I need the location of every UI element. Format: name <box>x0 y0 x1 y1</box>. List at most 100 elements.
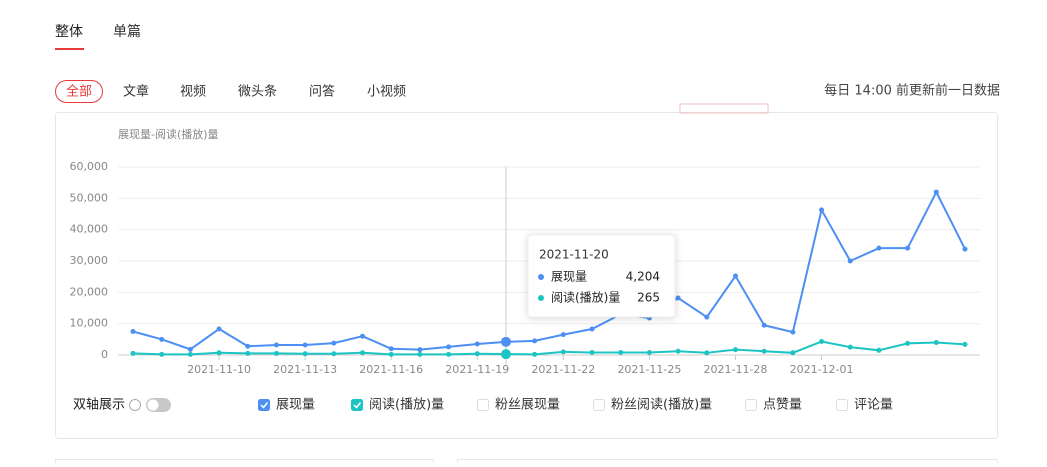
point[interactable] <box>847 344 853 350</box>
filter-active <box>55 80 103 103</box>
point[interactable] <box>905 340 911 346</box>
point[interactable] <box>560 332 566 338</box>
series-line <box>132 189 966 351</box>
point[interactable] <box>388 346 394 352</box>
point[interactable] <box>761 348 767 354</box>
point[interactable] <box>532 351 538 357</box>
point[interactable] <box>446 344 452 350</box>
point[interactable] <box>130 329 136 334</box>
point[interactable] <box>933 339 939 345</box>
point[interactable] <box>187 351 193 357</box>
point[interactable] <box>245 343 251 349</box>
card <box>55 459 434 467</box>
point[interactable] <box>159 336 165 342</box>
point[interactable] <box>732 273 738 279</box>
point[interactable] <box>876 347 882 353</box>
point[interactable] <box>675 295 681 301</box>
checkbox[interactable] <box>593 399 605 411</box>
y-tick-label: 50,000 <box>70 191 109 204</box>
point[interactable] <box>417 347 423 353</box>
point[interactable] <box>876 245 882 251</box>
point[interactable] <box>273 342 279 348</box>
point[interactable] <box>302 351 308 357</box>
point[interactable] <box>360 350 366 356</box>
point[interactable] <box>847 258 853 264</box>
point[interactable] <box>245 350 251 356</box>
point[interactable] <box>130 350 136 356</box>
point[interactable] <box>761 322 767 328</box>
filter[interactable]: 全部 <box>66 84 92 100</box>
tooltip-dot <box>538 274 544 280</box>
metric-label[interactable]: 展现量 <box>276 398 315 413</box>
x-tick-label: 2021-11-22 <box>531 363 595 376</box>
check <box>353 402 362 409</box>
point[interactable] <box>962 246 968 252</box>
y-tick-label: 20,000 <box>70 285 109 298</box>
metric-label[interactable]: 点赞量 <box>763 398 802 413</box>
tooltip-name: 展现量 <box>551 270 587 284</box>
point[interactable] <box>790 329 796 335</box>
help-icon[interactable] <box>129 399 141 411</box>
x-tick-label: 2021-11-16 <box>359 363 423 376</box>
point[interactable] <box>159 351 165 357</box>
tab[interactable]: 整体 <box>55 24 83 40</box>
y-tick-label: 40,000 <box>70 223 109 236</box>
metric-label[interactable]: 粉丝阅读(播放)量 <box>611 398 712 413</box>
toggle-knob <box>147 399 159 411</box>
metric-label[interactable]: 粉丝展现量 <box>495 398 560 413</box>
point[interactable] <box>560 349 566 355</box>
point[interactable] <box>675 348 681 354</box>
point[interactable] <box>474 351 480 357</box>
checkbox[interactable] <box>745 399 757 411</box>
point[interactable] <box>187 346 193 352</box>
point[interactable] <box>302 342 308 348</box>
point[interactable] <box>819 207 825 213</box>
checkbox[interactable] <box>836 399 848 411</box>
point[interactable] <box>273 350 279 356</box>
point[interactable] <box>704 350 710 356</box>
point[interactable] <box>474 341 480 347</box>
point[interactable] <box>962 341 968 347</box>
filter[interactable]: 文章 <box>123 84 149 100</box>
point[interactable] <box>589 349 595 355</box>
filter[interactable]: 问答 <box>309 84 335 100</box>
checkbox[interactable] <box>477 399 489 411</box>
point[interactable] <box>360 333 366 339</box>
dropdown-edge <box>679 103 769 114</box>
point[interactable] <box>446 351 452 357</box>
checkbox[interactable] <box>351 399 363 411</box>
x-tick-label: 2021-11-28 <box>704 363 768 376</box>
point[interactable] <box>417 351 423 357</box>
point[interactable] <box>618 349 624 355</box>
metric-label[interactable]: 阅读(播放)量 <box>369 398 444 413</box>
point[interactable] <box>819 339 825 345</box>
point[interactable] <box>388 351 394 357</box>
filter[interactable]: 微头条 <box>238 84 277 100</box>
tab-underline <box>55 48 84 50</box>
point[interactable] <box>589 326 595 332</box>
tooltip-date: 2021-11-20 <box>539 248 609 262</box>
x-tick-label: 2021-11-10 <box>187 363 251 376</box>
point[interactable] <box>216 350 222 356</box>
point[interactable] <box>646 349 652 355</box>
point[interactable] <box>905 245 911 251</box>
x-tick-label: 2021-11-13 <box>273 363 337 376</box>
point[interactable] <box>732 347 738 353</box>
point[interactable] <box>704 314 710 320</box>
point[interactable] <box>790 350 796 356</box>
point[interactable] <box>532 338 538 344</box>
tooltip-dot <box>538 295 544 301</box>
point[interactable] <box>216 326 222 332</box>
checkbox[interactable] <box>258 399 270 411</box>
filter[interactable]: 小视频 <box>367 85 406 100</box>
tab[interactable]: 单篇 <box>113 24 141 40</box>
filter[interactable]: 视频 <box>180 85 206 100</box>
point[interactable] <box>500 349 511 360</box>
point[interactable] <box>331 351 337 357</box>
point[interactable] <box>500 336 511 347</box>
point[interactable] <box>331 340 337 346</box>
tooltip <box>527 234 676 318</box>
metric-label[interactable]: 评论量 <box>854 398 893 413</box>
point[interactable] <box>933 189 939 195</box>
